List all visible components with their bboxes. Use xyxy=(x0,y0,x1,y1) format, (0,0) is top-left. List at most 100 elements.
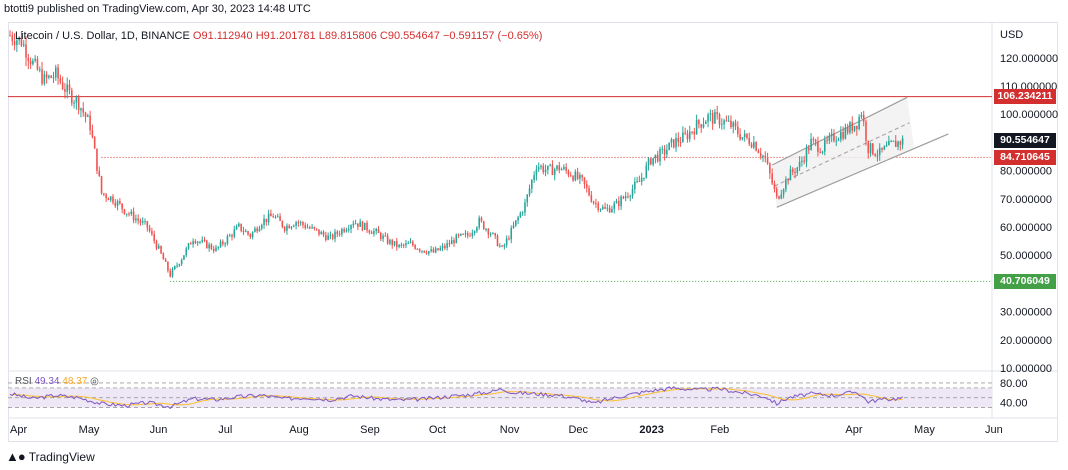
candle-body xyxy=(139,220,142,223)
eye-icon[interactable]: ◎ xyxy=(90,376,99,387)
candle-body xyxy=(888,141,890,146)
candle-body xyxy=(455,234,458,244)
candle-body xyxy=(190,243,192,245)
x-tick-label: Apr xyxy=(10,424,27,436)
candle-body xyxy=(302,222,304,226)
candle-body xyxy=(164,259,167,262)
candle-body xyxy=(279,216,281,221)
candle-body xyxy=(256,228,258,232)
candle-body xyxy=(878,147,881,156)
candle-body xyxy=(157,245,160,249)
candle-body xyxy=(647,158,650,166)
candle-body xyxy=(817,141,819,152)
candle-body xyxy=(778,196,780,199)
candle-body xyxy=(288,225,291,229)
candle-body xyxy=(590,195,593,202)
candle-body xyxy=(741,137,744,140)
candle-body xyxy=(526,194,529,203)
candle-body xyxy=(489,233,492,235)
candle-body xyxy=(460,233,462,236)
candle-body xyxy=(370,232,373,234)
candle-body xyxy=(517,217,519,221)
candle-body xyxy=(107,198,110,201)
candle-body xyxy=(668,142,670,151)
candle-body xyxy=(82,108,85,113)
candle-body xyxy=(226,236,229,244)
candle-body xyxy=(814,139,817,142)
candle-body xyxy=(38,69,41,71)
candle-body xyxy=(567,170,570,176)
candle-body xyxy=(478,217,480,228)
candle-body xyxy=(585,184,588,188)
rsi-tick-label: 40.00 xyxy=(1000,398,1028,410)
candle-body xyxy=(620,196,622,207)
candle-body xyxy=(57,67,59,79)
candle-body xyxy=(453,240,455,244)
candle-body xyxy=(91,130,94,137)
candle-body xyxy=(119,201,121,204)
x-tick-label: Oct xyxy=(429,424,446,436)
candle-body xyxy=(196,241,199,244)
candle-body xyxy=(217,246,220,248)
candle-body xyxy=(457,234,460,236)
candle-body xyxy=(22,44,25,46)
candle-body xyxy=(714,112,716,124)
price-tag: 90.554647 xyxy=(994,133,1056,149)
candle-body xyxy=(54,67,57,78)
candle-body xyxy=(105,194,107,199)
candle-body xyxy=(247,231,249,235)
channel-fill xyxy=(772,97,915,208)
candle-body xyxy=(757,150,760,154)
legend-high: H91.201781 xyxy=(255,30,316,42)
x-tick-label: Jun xyxy=(985,424,1003,436)
candle-body xyxy=(341,229,343,235)
y-tick-label: 100.000000 xyxy=(1000,109,1058,121)
candle-body xyxy=(61,82,64,90)
candle-body xyxy=(270,213,272,217)
candle-body xyxy=(720,124,723,126)
y-tick-label: 20.000000 xyxy=(1000,335,1052,347)
candle-body xyxy=(810,138,812,151)
candle-body xyxy=(885,145,888,147)
candle-body xyxy=(384,235,387,237)
candle-body xyxy=(176,265,178,267)
tradingview-logo-icon[interactable]: ▲● xyxy=(6,449,26,464)
candle-body xyxy=(531,180,533,189)
candle-body xyxy=(869,143,872,154)
candle-body xyxy=(98,170,101,177)
candle-body xyxy=(897,141,899,147)
candle-body xyxy=(389,239,391,244)
candle-body xyxy=(634,181,636,189)
candle-body xyxy=(416,248,419,250)
candle-body xyxy=(597,203,600,210)
candle-body xyxy=(656,154,659,162)
candle-body xyxy=(487,229,490,235)
candle-body xyxy=(794,171,796,173)
candle-body xyxy=(661,148,664,150)
candle-body xyxy=(432,249,435,253)
candle-body xyxy=(769,163,771,174)
candle-body xyxy=(249,234,252,238)
x-tick-label: Sep xyxy=(360,424,380,436)
candle-body xyxy=(840,131,842,140)
candle-body xyxy=(471,232,474,236)
candle-body xyxy=(785,179,787,190)
candle-body xyxy=(773,183,776,189)
candle-body xyxy=(386,235,389,244)
channel-lower-line xyxy=(776,133,949,208)
candle-body xyxy=(89,115,91,131)
candle-body xyxy=(70,90,73,104)
candle-body xyxy=(215,247,217,251)
candle-body xyxy=(272,216,275,218)
candle-body xyxy=(192,241,194,245)
candle-body xyxy=(853,125,856,131)
candle-body xyxy=(512,225,515,228)
candle-body xyxy=(686,133,689,140)
candle-body xyxy=(565,167,567,171)
candle-body xyxy=(807,147,810,151)
candle-body xyxy=(290,226,293,229)
candle-body xyxy=(796,167,799,173)
candle-body xyxy=(173,266,176,270)
candle-body xyxy=(112,196,114,203)
